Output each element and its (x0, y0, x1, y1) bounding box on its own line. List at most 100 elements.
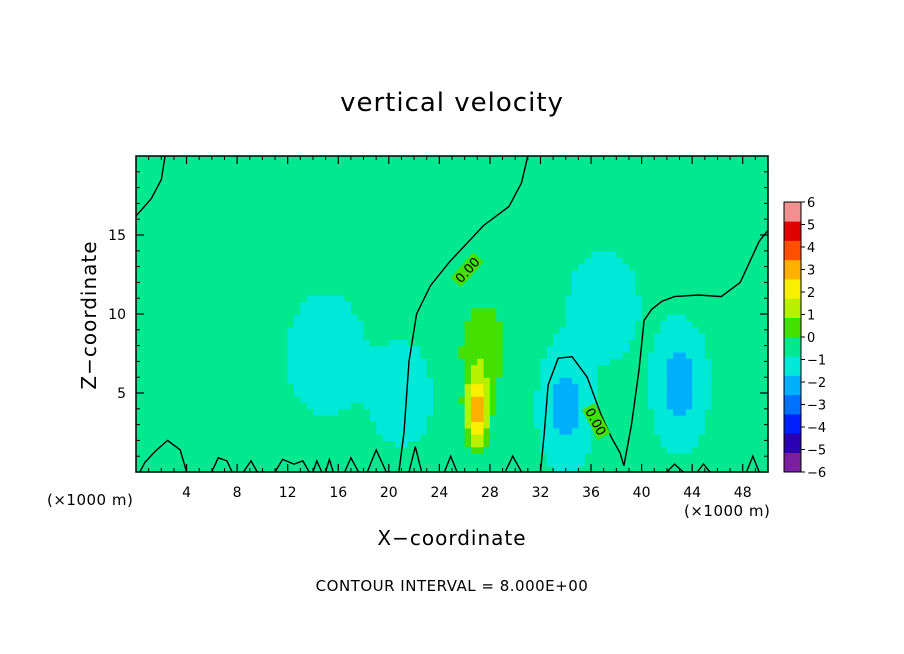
field-cell (527, 244, 535, 252)
field-cell (243, 301, 251, 309)
field-cell (477, 421, 485, 429)
field-cell (660, 200, 668, 208)
field-cell (660, 206, 668, 214)
field-cell (622, 320, 630, 328)
field-cell (458, 307, 466, 315)
field-cell (723, 326, 731, 334)
field-cell (249, 345, 257, 353)
field-cell (363, 389, 371, 397)
field-cell (433, 339, 440, 347)
field-cell (742, 427, 750, 435)
field-cell (388, 206, 396, 214)
field-cell (439, 250, 447, 258)
field-cell (445, 358, 453, 366)
field-cell (439, 288, 447, 296)
field-cell (628, 383, 636, 391)
field-cell (344, 453, 352, 460)
field-cell (445, 206, 453, 214)
field-cell (704, 396, 712, 404)
field-cell (218, 383, 226, 391)
field-cell (256, 219, 263, 227)
field-cell (616, 200, 624, 208)
field-cell (192, 339, 200, 347)
field-cell (426, 389, 434, 397)
field-cell (692, 301, 700, 309)
field-cell (616, 389, 624, 397)
field-cell (749, 181, 756, 189)
field-cell (508, 396, 516, 404)
field-cell (357, 396, 365, 404)
field-cell (553, 174, 561, 182)
field-cell (591, 446, 598, 454)
field-cell (407, 301, 415, 309)
field-cell (470, 453, 478, 460)
field-cell (344, 231, 352, 239)
field-cell (717, 370, 725, 378)
field-cell (173, 301, 181, 309)
field-cell (704, 332, 712, 340)
field-cell (237, 250, 245, 258)
field-cell (521, 314, 529, 321)
field-cell (489, 358, 497, 366)
field-cell (616, 276, 624, 283)
field-cell (521, 459, 529, 467)
field-cell (433, 415, 440, 423)
field-cell (136, 269, 143, 277)
field-cell (136, 257, 143, 265)
field-cell (230, 187, 238, 195)
field-cell (521, 187, 529, 195)
field-cell (363, 370, 371, 378)
field-cell (407, 250, 415, 258)
field-cell (464, 326, 472, 334)
field-cell (382, 459, 390, 467)
field-cell (439, 187, 447, 195)
field-cell (369, 231, 377, 239)
field-cell (464, 206, 472, 214)
field-cell (647, 459, 655, 467)
field-cell (306, 377, 314, 385)
field-cell (401, 383, 409, 391)
field-cell (591, 257, 598, 265)
field-cell (186, 288, 194, 296)
field-cell (679, 383, 687, 391)
field-cell (344, 465, 352, 473)
field-cell (647, 396, 655, 404)
field-cell (628, 320, 636, 328)
field-cell (199, 187, 207, 195)
field-cell (578, 162, 586, 170)
field-cell (142, 244, 150, 252)
field-cell (660, 162, 668, 170)
field-cell (711, 156, 719, 163)
field-cell (546, 162, 554, 170)
field-cell (635, 212, 643, 220)
field-cell (685, 162, 693, 170)
field-cell (730, 459, 737, 467)
field-cell (717, 200, 725, 208)
field-cell (401, 276, 409, 283)
field-cell (591, 358, 598, 366)
field-cell (616, 314, 624, 321)
field-cell (483, 408, 491, 416)
field-cell (136, 301, 143, 309)
field-cell (287, 434, 295, 441)
field-cell (445, 332, 453, 340)
field-cell (660, 421, 668, 429)
field-cell (508, 459, 516, 467)
field-cell (553, 263, 561, 271)
field-cell (281, 396, 289, 404)
field-cell (717, 181, 725, 189)
field-cell (483, 402, 491, 410)
field-cell (154, 402, 162, 410)
field-cell (483, 269, 491, 277)
field-cell (736, 389, 744, 397)
field-cell (192, 200, 200, 208)
field-cell (647, 314, 655, 321)
field-cell (262, 200, 270, 208)
field-cell (534, 257, 542, 265)
field-cell (205, 396, 213, 404)
field-cell (426, 250, 434, 258)
field-cell (578, 326, 586, 334)
field-cell (369, 421, 377, 429)
field-cell (489, 269, 497, 277)
field-cell (755, 295, 763, 302)
